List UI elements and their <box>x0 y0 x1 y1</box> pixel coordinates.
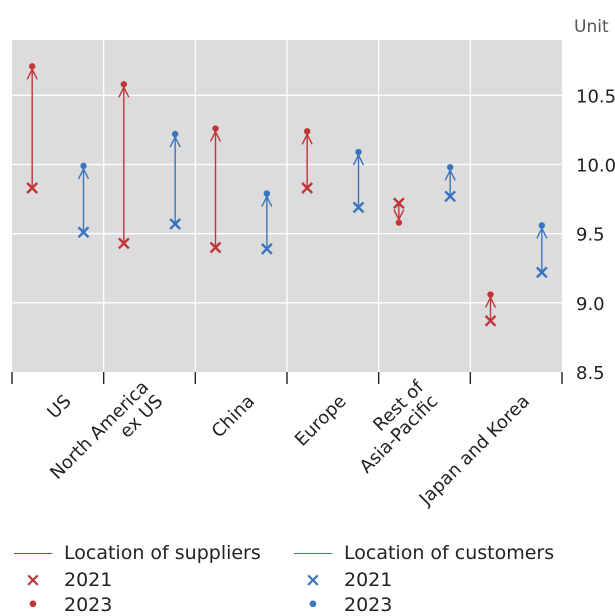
legend-line-suppliers <box>14 552 52 554</box>
cross-2021-suppliers-0 <box>26 182 39 194</box>
cross-2021-suppliers-1 <box>117 237 130 250</box>
legend-line-customers <box>294 552 332 554</box>
legend-label-customers: Location of customers <box>344 542 555 564</box>
legend-dot-icon-suppliers: • <box>26 594 40 616</box>
legend-item-customers-2021: × 2021 <box>294 569 392 591</box>
cross-2021-suppliers-3 <box>301 182 314 194</box>
cross-2021-customers-3 <box>352 201 365 214</box>
legend-item-customers-2023: • 2023 <box>294 594 392 616</box>
cross-2021-suppliers-2 <box>209 241 222 254</box>
dot-2023-customers-4 <box>446 164 454 171</box>
legend-dot-icon-customers: • <box>306 594 320 616</box>
x-tick-label-0-line-0: US <box>43 391 75 423</box>
legend-item-suppliers-2021: × 2021 <box>14 569 112 591</box>
legend-item-customers: Location of customers <box>294 542 554 564</box>
cross-2021-suppliers-4 <box>392 197 405 210</box>
dot-2023-suppliers-4 <box>395 219 403 226</box>
dot-2023-suppliers-0 <box>28 63 36 70</box>
y-tick-label-3: 9.0 <box>576 294 605 315</box>
legend-label-suppliers-2023: 2023 <box>64 594 113 616</box>
data-marks <box>26 63 548 327</box>
legend-cross-icon-customers: × <box>305 569 321 591</box>
legend-label-suppliers: Location of suppliers <box>64 542 261 564</box>
legend-label-customers-2021: 2021 <box>344 569 393 591</box>
x-tick-label-3-line-0: Europe <box>291 391 351 451</box>
cross-2021-customers-2 <box>260 243 273 255</box>
legend-item-suppliers: Location of suppliers <box>14 542 261 564</box>
x-tick-label-2-line-0: China <box>208 391 259 442</box>
dot-2023-customers-0 <box>80 162 87 170</box>
legend-cross-icon-suppliers: × <box>25 569 41 591</box>
legend-label-suppliers-2021: 2021 <box>64 569 113 591</box>
cross-2021-customers-4 <box>444 190 457 203</box>
x-tick-label-0: US <box>43 391 75 423</box>
y-tick-label-2: 9.5 <box>576 225 605 246</box>
legend-item-suppliers-2023: • 2023 <box>14 594 112 616</box>
dot-2023-suppliers-1 <box>120 81 128 88</box>
dot-2023-customers-5 <box>538 222 546 229</box>
cross-2021-customers-0 <box>77 226 90 239</box>
x-tick-label-2: China <box>208 391 259 442</box>
dot-2023-suppliers-3 <box>303 128 311 135</box>
dot-2023-suppliers-5 <box>487 291 494 298</box>
grid <box>12 40 562 372</box>
cross-2021-customers-1 <box>169 218 182 230</box>
dot-2023-customers-1 <box>171 130 179 138</box>
y-tick-label-1: 10.0 <box>576 156 615 177</box>
dot-2023-customers-3 <box>355 148 362 156</box>
y-tick-label-0: 10.5 <box>576 86 615 107</box>
cross-2021-suppliers-5 <box>484 314 497 327</box>
cross-2021-customers-5 <box>535 266 548 279</box>
dot-2023-customers-2 <box>263 190 271 197</box>
y-tick-label-4: 8.5 <box>576 363 605 384</box>
y-axis: 10.5 10.0 9.5 9.0 8.5 Unit <box>574 17 615 384</box>
x-tick-label-3: Europe <box>291 391 351 451</box>
unit-label: Unit <box>574 17 609 37</box>
legend-label-customers-2023: 2023 <box>344 594 393 616</box>
dot-2023-suppliers-2 <box>212 125 219 132</box>
